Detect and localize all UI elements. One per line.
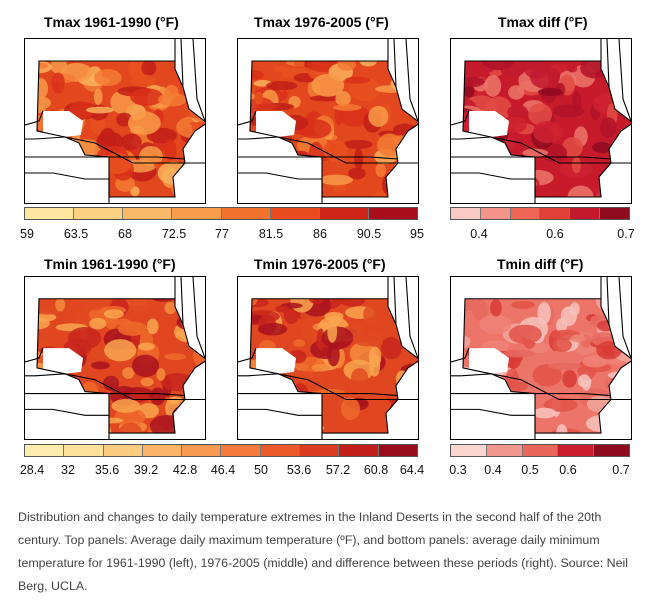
tick-label: 86 bbox=[313, 227, 327, 241]
colorbar-swatch bbox=[172, 208, 222, 219]
tick-label: 39.2 bbox=[133, 463, 159, 477]
tick-label: 0.3 bbox=[449, 463, 467, 477]
tick-label: 0.7 bbox=[617, 227, 635, 241]
map-svg bbox=[451, 277, 631, 439]
tick-label: 0.4 bbox=[470, 227, 488, 241]
map-svg bbox=[451, 39, 631, 203]
tick-label: 90.5 bbox=[356, 227, 382, 241]
panel-title-tmax-1976-2005: Tmax 1976-2005 (°F) bbox=[254, 14, 389, 30]
colorbar-swatch bbox=[25, 208, 75, 219]
tick-label: 0.6 bbox=[559, 463, 577, 477]
map-svg bbox=[238, 39, 418, 203]
colorbar-swatch bbox=[558, 445, 595, 456]
colorbar-swatch bbox=[540, 208, 571, 219]
colorbar-swatch bbox=[378, 445, 417, 456]
colorbar-swatch bbox=[142, 445, 183, 456]
map-svg bbox=[238, 277, 418, 439]
tick-label: 59 bbox=[20, 227, 34, 241]
tick-label: 72.5 bbox=[161, 227, 187, 241]
tick-label: 46.4 bbox=[210, 463, 236, 477]
tick-label: 0.7 bbox=[612, 463, 630, 477]
colorbar-swatch bbox=[64, 445, 104, 456]
colorbar-swatch bbox=[221, 208, 271, 219]
colorbar-swatch bbox=[319, 208, 369, 219]
figure-caption: Distribution and changes to daily temper… bbox=[18, 510, 629, 593]
colorbar-swatch bbox=[570, 208, 601, 219]
colorbar-swatch bbox=[260, 445, 301, 456]
tick-label: 32 bbox=[61, 463, 75, 477]
colorbar-swatch bbox=[600, 208, 629, 219]
colorbar-swatch bbox=[270, 208, 320, 219]
map-tmax-1976-2005 bbox=[237, 38, 419, 204]
colorbar-tmax-absolute bbox=[24, 207, 418, 220]
panel-title-tmax-1961-1990: Tmax 1961-1990 (°F) bbox=[44, 14, 179, 30]
map-svg bbox=[25, 39, 205, 203]
colorbar-swatch bbox=[522, 445, 559, 456]
tick-label: 53.6 bbox=[286, 463, 312, 477]
colorbar-swatch bbox=[486, 445, 523, 456]
tick-label: 57.2 bbox=[325, 463, 351, 477]
map-svg bbox=[25, 277, 205, 439]
tick-label: 35.6 bbox=[94, 463, 120, 477]
colorbar-swatch bbox=[510, 208, 541, 219]
colorbar-tmax-diff bbox=[450, 207, 630, 220]
colorbar-swatch bbox=[103, 445, 143, 456]
colorbar-swatch bbox=[451, 445, 487, 456]
panel-title-tmin-1976-2005: Tmin 1976-2005 (°F) bbox=[254, 256, 386, 272]
panel-title-tmin-1961-1990: Tmin 1961-1990 (°F) bbox=[44, 256, 176, 272]
map-tmin-1976-2005 bbox=[237, 276, 419, 440]
map-tmin-diff bbox=[450, 276, 632, 440]
colorbar-tmin-absolute bbox=[24, 444, 418, 457]
colorbar-swatch bbox=[182, 445, 222, 456]
colorbar-swatch bbox=[74, 208, 124, 219]
map-tmin-1961-1990 bbox=[24, 276, 206, 440]
colorbar-swatch bbox=[368, 208, 417, 219]
colorbar-swatch bbox=[300, 445, 340, 456]
tick-label: 0.6 bbox=[546, 227, 564, 241]
panel-title-tmin-diff: Tmin diff (°F) bbox=[497, 256, 584, 272]
colorbar-swatch bbox=[339, 445, 379, 456]
tick-label: 64.4 bbox=[399, 463, 425, 477]
tick-label: 77 bbox=[215, 227, 229, 241]
colorbar-tmin-diff bbox=[450, 444, 630, 457]
colorbar-swatch bbox=[25, 445, 65, 456]
tick-label: 63.5 bbox=[63, 227, 89, 241]
tick-label: 68 bbox=[118, 227, 132, 241]
colorbar-swatch bbox=[123, 208, 173, 219]
tick-label: 28.4 bbox=[19, 463, 45, 477]
tick-label: 0.4 bbox=[484, 463, 502, 477]
tick-label: 42.8 bbox=[172, 463, 198, 477]
colorbar-swatch bbox=[221, 445, 261, 456]
colorbar-swatch bbox=[451, 208, 481, 219]
tick-label: 0.5 bbox=[521, 463, 539, 477]
tick-label: 95 bbox=[410, 227, 424, 241]
panel-title-tmax-diff: Tmax diff (°F) bbox=[498, 14, 588, 30]
tick-label: 60.8 bbox=[363, 463, 389, 477]
map-tmax-1961-1990 bbox=[24, 38, 206, 204]
colorbar-swatch bbox=[480, 208, 511, 219]
map-tmax-diff bbox=[450, 38, 632, 204]
tick-label: 50 bbox=[254, 463, 268, 477]
tick-label: 81.5 bbox=[258, 227, 284, 241]
colorbar-swatch bbox=[594, 445, 629, 456]
